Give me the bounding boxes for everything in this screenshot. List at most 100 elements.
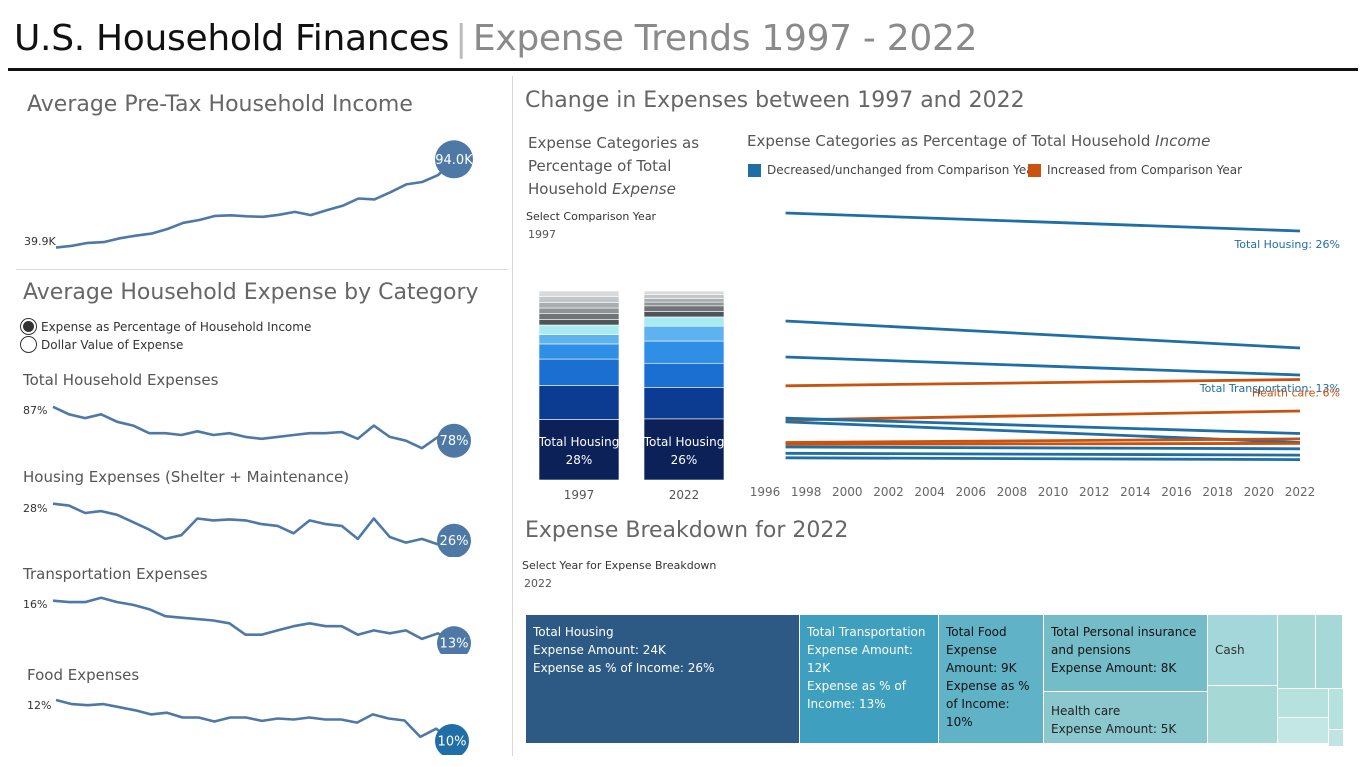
transport-start-label: 16% [23,598,47,611]
radio-percentage-label: Expense as Percentage of Household Incom… [41,319,312,334]
slope-series-label: Total Transportation: 13% [1199,382,1340,395]
treemap-cell[interactable] [1208,686,1278,744]
slope-chart: Total Housing: 26% Total Transportation: … [750,211,1340,499]
total-start-label: 87% [23,404,47,417]
radio-unselected-icon[interactable] [20,336,37,353]
legend-decreased: Decreased/unchanged from Comparison Year [748,163,1039,177]
stack-segment [643,325,725,342]
slope-series-line [785,319,1301,350]
stack-title: Expense Categories as Percentage of Tota… [528,132,699,201]
income-end-marker [435,140,473,179]
treemap-cell[interactable]: Total Personal insurance and pensions Exp… [1044,615,1208,692]
slope-x-tick: 2018 [1202,485,1233,499]
treemap-cell-text: Expense Amount: 5K [1051,722,1177,736]
legend-swatch-icon [748,163,761,177]
slope-x-tick: 2020 [1244,485,1275,499]
stack-segment [538,290,620,297]
slope-series-line [785,445,1301,451]
stack-bar-value: 28% [566,453,593,467]
stack-segment [538,343,620,360]
stack-segment [643,294,725,299]
stack-segment [538,302,620,309]
slope-x-tick: 2000 [832,485,863,499]
stack-category-label: 1997 [564,488,595,502]
treemap-cell-text: Cash [1215,643,1245,657]
treemap-cell[interactable] [1329,730,1344,747]
treemap-cell-text: Total Housing [533,625,614,639]
stack-segment [643,311,725,318]
slope-x-tick: 2022 [1285,485,1316,499]
slope-title-italic: Income [1155,132,1211,150]
treemap-cell-text: Expense Amount: 24K [533,643,666,657]
total-line [52,405,455,450]
slope-x-tick: 2016 [1161,485,1192,499]
stack-segment [538,319,620,326]
income-end-label: 94.0K [435,153,473,168]
slope-series-line [785,378,1301,388]
comparison-year-select[interactable]: 1997 [528,228,556,241]
treemap-cell-text: Total Food Expense [946,625,1007,657]
treemap-cell[interactable] [1278,689,1329,718]
food-line [55,698,453,743]
transport-expense-chart: 16% 13% [23,596,471,654]
housing-end-label: 26% [440,534,469,549]
stack-segment [643,298,725,303]
income-start-label: 39.9K [24,235,56,248]
radio-dollar-label: Dollar Value of Expense [41,337,184,352]
stack-title-italic: Expense [612,180,676,198]
treemap-cell-text: Expense Amount: 12K [807,643,913,675]
stack-bar-value: 26% [671,453,698,467]
treemap-cell[interactable] [1329,689,1344,730]
housing-expense-chart: 28% 26% [23,502,471,557]
stack-segment [538,307,620,314]
stack-segment [643,290,725,296]
housing-end-marker [437,523,471,557]
stack-segment [538,358,620,386]
food-expense-chart: 12% 10% [27,698,469,755]
stack-bar-label: Total Housing [538,435,620,449]
treemap-cell[interactable]: Total Transportation Expense Amount: 12K E… [800,615,939,744]
treemap-cell-text: Health care [1051,704,1121,718]
stack-bar-label: Total Housing [643,435,725,449]
income-divider [16,269,508,270]
stack-segment [538,334,620,345]
treemap-cell[interactable]: Health care Expense Amount: 5K [1044,692,1208,744]
slope-x-tick: 1996 [750,485,781,499]
total-expense-chart: 87% 78% [23,404,471,458]
stack-title-line: Percentage of Total [528,157,672,175]
treemap-cell[interactable]: Total Housing Expense Amount: 24K Expense … [526,615,800,744]
treemap-cell[interactable] [1316,615,1343,689]
radio-selected-icon[interactable] [20,318,37,335]
housing-start-label: 28% [23,502,47,515]
slope-x-tick: 2008 [997,485,1028,499]
food-end-label: 10% [438,735,467,750]
stack-segment [538,324,620,335]
income-chart: 39.9K 94.0K [24,140,473,249]
treemap-cell-text: Expense Amount: 8K [1051,661,1177,675]
income-title: Average Pre-Tax Household Income [27,92,413,117]
breakdown-year-select[interactable]: 2022 [524,577,552,590]
slope-x-tick: 2006 [955,485,986,499]
treemap-cell[interactable] [1278,615,1316,689]
treemap-cell[interactable]: Cash [1208,615,1278,686]
total-end-label: 78% [440,434,469,449]
total-end-marker [437,423,471,458]
change-title: Change in Expenses between 1997 and 2022 [525,88,1025,113]
stack-category-label: 2022 [669,488,700,502]
treemap-cell-text: Amount: 9K [946,661,1017,675]
treemap-cell[interactable] [1278,718,1329,744]
treemap-cell[interactable]: Total Food Expense Amount: 9K Expense as %… [939,615,1044,744]
transport-end-marker [437,626,471,654]
radio-dollar-option[interactable]: Dollar Value of Expense [20,336,183,353]
treemap-cell-text: Total Personal insurance and pensions [1051,625,1197,657]
header-rule [8,68,1358,71]
slope-series-line [785,451,1301,457]
page-subtitle: Expense Trends 1997 - 2022 [472,18,978,59]
transport-line [52,596,455,645]
slope-title: Expense Categories as Percentage of Tota… [747,132,1210,150]
radio-percentage-option[interactable]: Expense as Percentage of Household Incom… [20,318,311,335]
total-expense-title: Total Household Expenses [23,371,219,389]
slope-series-line [785,441,1301,446]
slope-series-line [785,416,1301,435]
breakdown-title: Expense Breakdown for 2022 [525,518,849,543]
